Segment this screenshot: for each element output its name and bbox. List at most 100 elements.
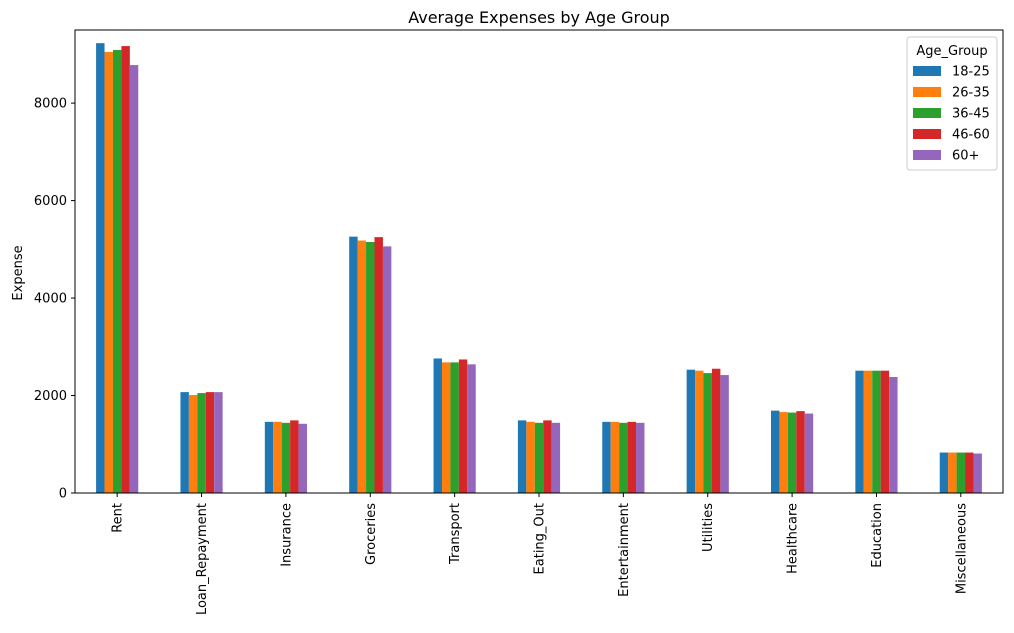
bar (956, 452, 966, 493)
bar (796, 411, 805, 493)
bar (771, 410, 780, 493)
bar (619, 422, 628, 493)
legend-item: 18-25 (913, 65, 990, 80)
bar (779, 412, 788, 493)
bar (298, 423, 307, 493)
legend-swatch (913, 129, 941, 139)
bar (214, 392, 223, 493)
legend-label: 18-25 (952, 65, 990, 80)
bar-series (104, 51, 957, 493)
bar (703, 373, 712, 493)
bar (467, 364, 476, 493)
bar-series (129, 65, 982, 494)
bar (450, 362, 459, 493)
bar (863, 370, 873, 493)
bar (948, 452, 957, 493)
bar (205, 392, 215, 493)
bar-series (96, 43, 949, 494)
y-axis-ticks: 0 2000 4000 6000 8000 (34, 97, 75, 502)
bar (104, 51, 113, 493)
bar (526, 421, 535, 493)
legend-items: 18-25 26-35 36-45 46-60 60+ (913, 65, 990, 164)
x-tick-label: Miscellaneous (954, 503, 969, 594)
bar (264, 421, 274, 493)
bar (787, 412, 797, 493)
bar (686, 369, 696, 493)
y-tick-label: 8000 (34, 97, 67, 112)
legend-swatch (913, 150, 941, 160)
bar (129, 65, 139, 494)
bar (804, 413, 814, 493)
legend-label: 36-45 (952, 107, 990, 122)
bar (121, 46, 130, 493)
bar (602, 421, 611, 493)
bar (96, 43, 105, 494)
legend-swatch (913, 87, 941, 97)
bar (636, 422, 645, 493)
bar (965, 452, 974, 493)
bar (973, 453, 982, 493)
bar (188, 395, 198, 493)
bar (695, 370, 704, 493)
legend-swatch (913, 66, 941, 76)
bar (711, 368, 721, 493)
bar (433, 358, 442, 493)
bar (458, 359, 468, 493)
bar (374, 237, 383, 493)
legend-item: 60+ (913, 149, 979, 164)
x-tick-label: Loan_Repayment (195, 503, 210, 615)
bar (197, 393, 206, 493)
y-axis-label: Expense (11, 245, 26, 300)
x-tick-label: Rent (111, 503, 126, 533)
bar (441, 362, 451, 493)
bar-series (112, 49, 966, 493)
bar (543, 420, 552, 493)
x-tick-label: Utilities (701, 503, 716, 552)
legend-item: 26-35 (913, 86, 990, 101)
bar (517, 420, 527, 493)
bar (180, 392, 189, 493)
x-axis-ticks: Rent Loan_Repayment Insurance Groceries Tran… (111, 493, 969, 615)
legend-swatch (913, 108, 941, 118)
legend-label: 26-35 (952, 86, 990, 101)
x-tick-label: Healthcare (786, 503, 801, 574)
x-tick-label: Transport (448, 503, 463, 565)
bar (349, 236, 358, 493)
bar (872, 370, 881, 493)
bar (281, 422, 291, 493)
y-tick-label: 2000 (34, 389, 67, 404)
bar (880, 370, 890, 493)
bar (610, 421, 620, 493)
x-tick-label: Education (870, 503, 885, 568)
bar (290, 420, 299, 493)
bar (273, 421, 282, 493)
x-tick-label: Groceries (364, 503, 379, 565)
legend-label: 46-60 (952, 128, 990, 143)
legend-title: Age_Group (916, 44, 987, 59)
legend: Age_Group 18-25 26-35 36-45 46-60 60+ (906, 36, 998, 171)
y-tick-label: 4000 (34, 292, 67, 307)
x-tick-label: Insurance (279, 503, 294, 567)
bar (357, 240, 367, 493)
bar (382, 246, 392, 493)
legend-item: 36-45 (913, 107, 990, 122)
y-tick-label: 6000 (34, 194, 67, 209)
legend-label: 60+ (952, 149, 979, 164)
bar (889, 377, 898, 493)
bar (855, 370, 864, 493)
y-tick-label: 0 (59, 487, 67, 502)
bar (720, 375, 729, 493)
bar (627, 421, 637, 493)
plot-frame (74, 29, 1004, 494)
chart-title: Average Expenses by Age Group (408, 8, 670, 27)
bar (534, 422, 544, 493)
bar (112, 49, 122, 493)
legend-item: 46-60 (913, 128, 990, 143)
bar (939, 452, 949, 493)
bar (366, 242, 375, 493)
bar-series-group (96, 43, 982, 494)
x-tick-label: Entertainment (617, 503, 632, 597)
bar-series (121, 46, 974, 493)
